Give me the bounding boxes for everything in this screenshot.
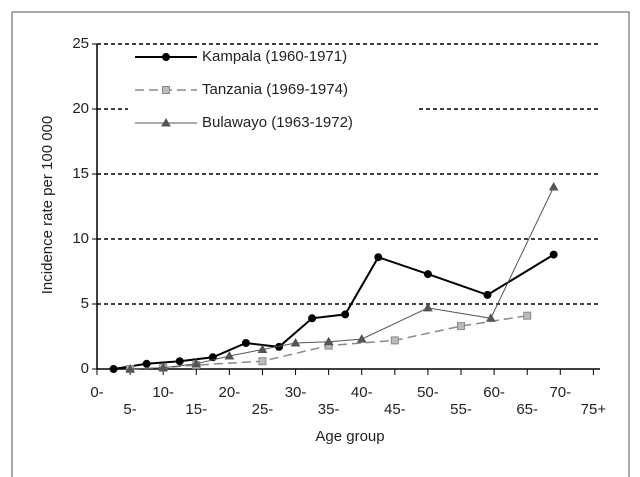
- marker: [423, 270, 432, 279]
- series-line: [130, 186, 555, 370]
- x-tick-label: 40-: [351, 384, 373, 401]
- y-tick-label: 5: [81, 295, 89, 312]
- x-tick-label: 30-: [285, 384, 307, 401]
- marker: [485, 313, 496, 322]
- y-axis-label: Incidence rate per 100 000: [39, 116, 56, 294]
- x-tick-label: 0-: [90, 384, 103, 401]
- marker: [549, 250, 558, 259]
- x-tick-label: 5-: [123, 401, 136, 418]
- series-line: [130, 314, 528, 370]
- marker: [109, 365, 118, 373]
- marker: [374, 253, 383, 262]
- marker: [356, 334, 367, 343]
- legend-marker: [162, 53, 170, 61]
- marker: [191, 358, 202, 368]
- legend-marker: [162, 86, 170, 94]
- x-tick-label: 60-: [483, 384, 505, 401]
- x-tick-label: 20-: [219, 384, 241, 401]
- marker: [158, 362, 169, 372]
- marker: [224, 350, 235, 360]
- x-tick-label: 35-: [318, 401, 340, 418]
- x-tick-label: 65-: [516, 401, 538, 418]
- legend-label: Tanzania (1969-1974): [202, 81, 348, 98]
- x-tick-label: 70-: [549, 384, 571, 401]
- marker: [241, 339, 250, 347]
- x-tick-label: 15-: [185, 401, 207, 418]
- legend-label: Kampala (1960-1971): [202, 48, 347, 65]
- marker: [390, 336, 399, 345]
- x-tick-label: 75+: [581, 401, 607, 418]
- series-line: [113, 253, 555, 370]
- marker: [457, 322, 466, 331]
- marker: [290, 337, 301, 347]
- x-tick-label: 50-: [417, 384, 439, 401]
- marker: [258, 357, 267, 366]
- marker: [257, 344, 268, 353]
- marker: [175, 357, 184, 366]
- y-tick-label: 20: [72, 100, 89, 117]
- marker: [323, 336, 334, 346]
- marker: [423, 302, 433, 312]
- marker: [125, 363, 135, 373]
- marker: [142, 359, 151, 368]
- legend-marker: [161, 117, 171, 127]
- x-axis-label: Age group: [315, 428, 384, 445]
- marker: [308, 314, 317, 323]
- y-tick-label: 0: [81, 360, 89, 377]
- frame: [11, 11, 630, 477]
- marker: [341, 310, 350, 319]
- marker: [548, 181, 559, 191]
- y-tick-label: 15: [72, 165, 89, 182]
- x-tick-label: 55-: [450, 401, 472, 418]
- y-tick-label: 10: [72, 230, 89, 247]
- legend-box: [128, 45, 418, 137]
- x-tick-label: 45-: [384, 401, 406, 418]
- x-tick-label: 25-: [252, 401, 274, 418]
- marker: [483, 290, 492, 299]
- legend-label: Bulawayo (1963-1972): [202, 114, 353, 131]
- x-tick-label: 10-: [152, 384, 174, 401]
- y-tick-label: 25: [72, 35, 89, 52]
- marker: [523, 311, 532, 320]
